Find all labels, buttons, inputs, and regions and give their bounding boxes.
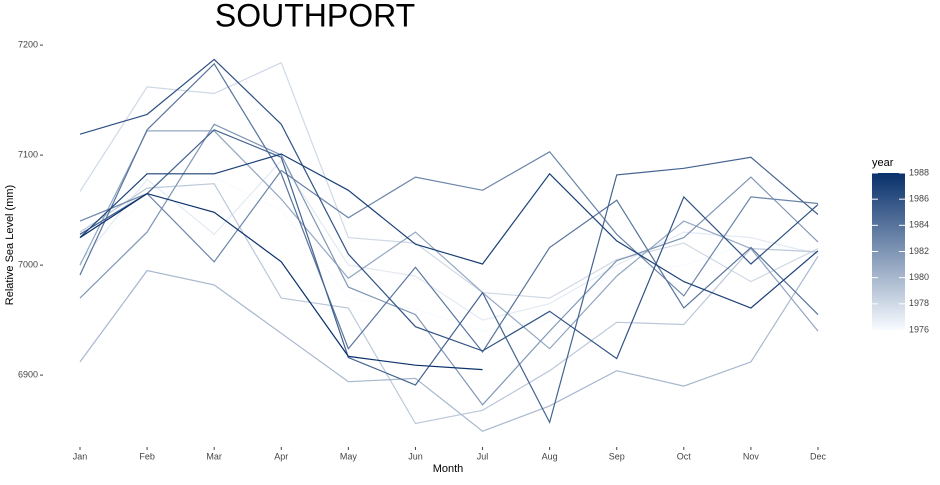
x-axis-label: Month [433, 463, 464, 475]
x-tick-label: Jul [477, 451, 489, 461]
y-tick-label: 7200 [18, 39, 38, 49]
x-tick-label: May [340, 451, 358, 461]
series-line [79, 58, 819, 360]
y-tick-label: 7000 [18, 259, 38, 269]
series-line [79, 183, 819, 425]
series-line [79, 130, 819, 350]
series-line [79, 159, 819, 321]
x-tick-label: Sep [609, 451, 625, 461]
x-tick-label: Jun [408, 451, 423, 461]
colorbar-tick-label: 1984 [909, 220, 929, 230]
colorbar-tick-label: 1986 [909, 194, 929, 204]
x-tick-label: Oct [677, 451, 692, 461]
y-tick-label: 6900 [18, 369, 38, 379]
series-line [79, 62, 819, 354]
series-line [79, 151, 819, 297]
chart-title: SOUTHPORT [215, 0, 415, 33]
series-line [79, 176, 819, 332]
series-line [79, 255, 819, 432]
series-line [79, 123, 819, 406]
colorbar-tick-label: 1988 [909, 167, 929, 177]
x-tick-label: Feb [139, 451, 155, 461]
series-line [79, 192, 483, 371]
series-line [79, 153, 819, 309]
colorbar-tick-label: 1976 [909, 324, 929, 334]
x-tick-label: Nov [743, 451, 760, 461]
series-line [79, 61, 819, 299]
colorbar-tick-label: 1982 [909, 246, 929, 256]
x-tick-label: Mar [206, 451, 222, 461]
x-tick-label: Dec [810, 451, 827, 461]
y-axis-label: Relative Sea Level (mm) [4, 185, 16, 305]
colorbar-tick-label: 1980 [909, 272, 929, 282]
x-tick-label: Aug [542, 451, 558, 461]
colorbar-tick-label: 1978 [909, 298, 929, 308]
legend-title: year [872, 157, 894, 169]
y-tick-label: 7100 [18, 149, 38, 159]
x-tick-label: Apr [274, 451, 288, 461]
x-tick-label: Jan [73, 451, 88, 461]
